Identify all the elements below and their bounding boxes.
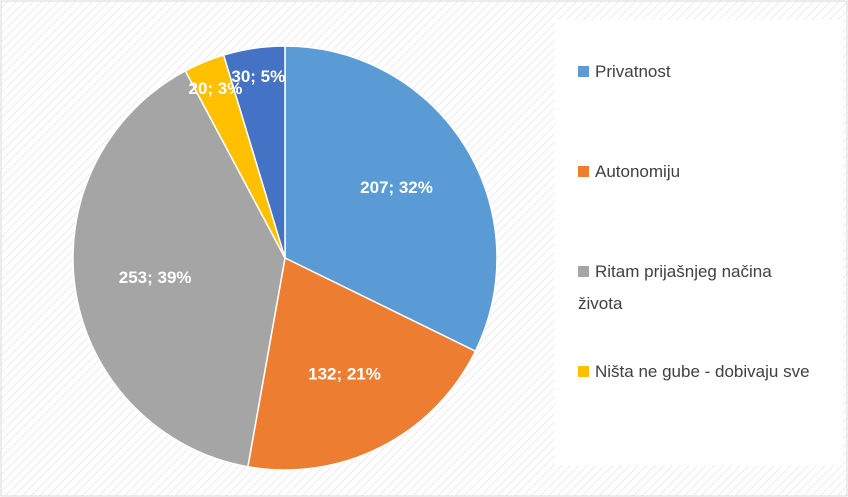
pie-slice bbox=[284, 45, 498, 353]
legend-label: Autonomiju bbox=[595, 162, 681, 181]
pie-slice bbox=[246, 256, 477, 471]
data-label: 132; 21% bbox=[308, 365, 381, 384]
legend-label: Ritam prijašnjeg načina života bbox=[578, 262, 772, 313]
data-label: 30; 5% bbox=[231, 67, 285, 86]
legend-item: Ništa ne gube - dobivaju sve bbox=[578, 356, 818, 388]
legend-swatch bbox=[578, 166, 589, 177]
legend-item: Ritam prijašnjeg načina života bbox=[578, 256, 818, 320]
legend-swatch bbox=[578, 66, 589, 77]
pie-slice bbox=[222, 45, 286, 259]
data-label: 253; 39% bbox=[119, 268, 192, 287]
legend-item: Privatnost bbox=[578, 56, 818, 88]
legend: Privatnost Autonomiju Ritam prijašnjeg nač… bbox=[555, 20, 843, 465]
legend-item: Autonomiju bbox=[578, 156, 818, 188]
legend-label: Privatnost bbox=[595, 62, 671, 81]
legend-swatch bbox=[578, 366, 589, 377]
pie-slice bbox=[72, 69, 286, 468]
legend-swatch bbox=[578, 266, 589, 277]
data-label: 207; 32% bbox=[360, 178, 433, 197]
data-label: 20; 3% bbox=[188, 79, 242, 98]
legend-label: Ništa ne gube - dobivaju sve bbox=[595, 362, 810, 381]
